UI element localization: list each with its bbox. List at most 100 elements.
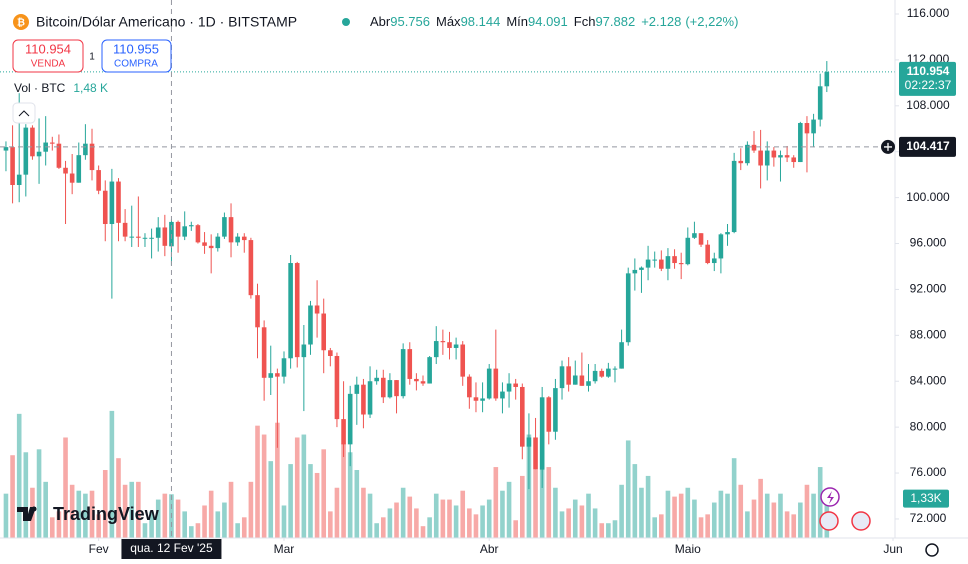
buy-button[interactable] xyxy=(101,39,172,73)
candle-body xyxy=(63,167,68,174)
volume-bar xyxy=(473,514,479,538)
volume-bar xyxy=(625,440,631,538)
legend-change-pct: (+2,22%) xyxy=(685,14,738,29)
volume-bar xyxy=(189,526,194,538)
volume-bar xyxy=(367,493,373,538)
candle-body xyxy=(467,376,472,398)
volume-bar xyxy=(228,481,234,538)
volume-bar xyxy=(182,511,187,538)
volume-bar xyxy=(579,505,585,538)
volume-bar xyxy=(129,481,135,538)
y-tick-label: 116.000 xyxy=(907,6,950,20)
candle-body xyxy=(400,349,406,397)
volume-bar xyxy=(155,499,161,538)
volume-bar xyxy=(275,422,280,538)
candle-body xyxy=(23,127,29,175)
candle-body xyxy=(215,236,221,249)
x-tick-label: Abr xyxy=(480,542,499,556)
volume-bar xyxy=(261,434,267,538)
volume-name: Vol · BTC xyxy=(14,81,66,95)
volume-bar xyxy=(334,487,340,538)
volume-bar xyxy=(566,508,571,538)
candle-body xyxy=(486,368,492,399)
candle-body xyxy=(10,147,15,185)
volume-bar xyxy=(460,490,466,538)
overlay-layer xyxy=(0,0,895,538)
candle-body xyxy=(189,225,194,227)
volume-bar xyxy=(804,484,810,538)
legend-value: 95.756 xyxy=(390,14,430,29)
candle-body xyxy=(208,245,214,249)
candle-body xyxy=(228,217,234,243)
candle-body xyxy=(566,366,571,385)
volume-bar xyxy=(453,505,459,538)
volume-bar xyxy=(321,449,327,538)
volume-bar xyxy=(586,493,591,538)
candle-body xyxy=(248,240,254,296)
buy-label: COMPRA xyxy=(114,59,158,70)
volume-bar xyxy=(427,517,432,538)
volume-bar xyxy=(685,487,691,538)
y-tick-label: 72.000 xyxy=(910,511,947,525)
volume-bar xyxy=(308,464,313,538)
legend-value: 97.882 xyxy=(595,14,635,29)
candle-body xyxy=(142,237,148,239)
volume-bar xyxy=(43,481,48,538)
candle-body xyxy=(586,381,591,386)
buy-price: 110.955 xyxy=(113,41,159,56)
sell-button[interactable] xyxy=(12,39,84,73)
candle-body xyxy=(731,160,737,233)
legend-label: Abr xyxy=(370,14,391,29)
volume-bar xyxy=(639,487,644,538)
candle-body xyxy=(334,355,340,420)
volume-bar xyxy=(23,452,29,538)
y-tick-label: 96.000 xyxy=(910,236,947,250)
candle-body xyxy=(652,259,658,261)
settings-icon[interactable] xyxy=(925,543,939,557)
legend-change: +2.128 xyxy=(641,14,681,29)
candle-body xyxy=(394,380,399,397)
collapse-button[interactable] xyxy=(12,102,36,124)
volume-bar xyxy=(520,475,525,538)
candle-body xyxy=(705,244,710,264)
volume-bar xyxy=(301,434,307,538)
candle-body xyxy=(328,350,333,356)
volume-bar xyxy=(632,464,638,538)
volume-bar xyxy=(222,502,227,538)
volume-bar xyxy=(592,508,598,538)
volume-bar xyxy=(778,493,783,538)
volume-bar xyxy=(387,508,393,538)
candle-body xyxy=(632,269,638,274)
volume-bar xyxy=(559,511,565,538)
collapse-icon xyxy=(18,110,30,117)
candle-body xyxy=(83,143,88,156)
candle-body xyxy=(493,368,499,399)
candle-body xyxy=(69,173,75,183)
candle-body xyxy=(16,174,22,185)
btc-icon xyxy=(13,14,29,30)
volume-bar xyxy=(619,484,624,538)
candle-body xyxy=(804,123,810,134)
event-icon[interactable] xyxy=(819,511,839,531)
volume-bar xyxy=(698,517,704,538)
volume-bar xyxy=(400,487,406,538)
volume-bar xyxy=(149,511,154,538)
candle-body xyxy=(275,373,280,377)
volume-bar xyxy=(798,502,803,538)
candle-body xyxy=(546,397,552,432)
candle-body xyxy=(572,375,578,385)
candle-body xyxy=(599,370,605,377)
y-tick-label: 100.000 xyxy=(906,190,950,204)
volume-bar xyxy=(817,467,823,538)
candle-body xyxy=(49,142,55,144)
candle-body xyxy=(354,384,360,394)
volume-bar xyxy=(102,470,108,538)
event-icon[interactable] xyxy=(851,511,871,531)
volume-bar xyxy=(467,508,472,538)
x-tick-label: Maio xyxy=(675,542,701,556)
candle-body xyxy=(414,378,419,382)
candle-body xyxy=(182,226,187,237)
candle-body xyxy=(592,370,598,382)
candle-body xyxy=(427,357,432,384)
